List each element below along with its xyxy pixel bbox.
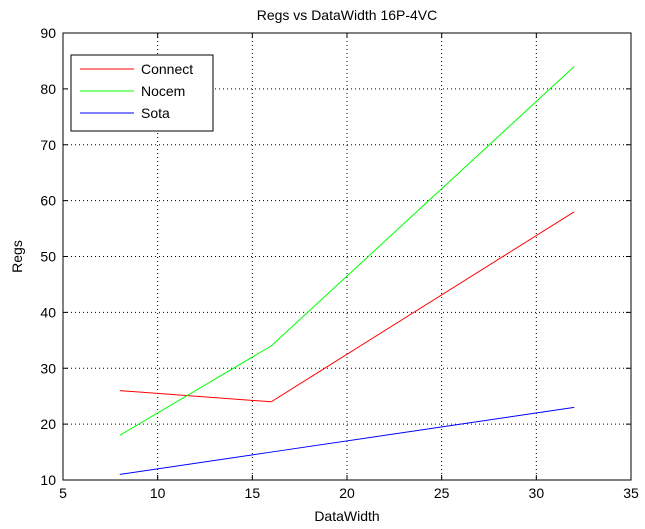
- legend-label-connect: Connect: [141, 61, 193, 77]
- legend-label-nocem: Nocem: [141, 83, 185, 99]
- x-tick-label: 20: [339, 485, 355, 501]
- series-line-connect: [119, 211, 575, 403]
- y-tick-label: 80: [40, 81, 56, 97]
- series-line-sota: [119, 406, 575, 475]
- x-axis-title: DataWidth: [314, 508, 379, 524]
- chart-title: Regs vs DataWidth 16P-4VC: [257, 7, 438, 23]
- legend-label-sota: Sota: [141, 105, 170, 121]
- x-tick-label: 30: [529, 485, 545, 501]
- x-tick-label: 25: [434, 485, 450, 501]
- y-tick-label: 40: [40, 304, 56, 320]
- y-tick-label: 50: [40, 249, 56, 265]
- y-axis-title: Regs: [9, 240, 25, 273]
- y-tick-label: 30: [40, 360, 56, 376]
- x-tick-label: 15: [245, 485, 261, 501]
- y-tick-label: 90: [40, 25, 56, 41]
- x-tick-label: 35: [623, 485, 639, 501]
- y-axis: 10 20 30 40 50 60 70 80 90: [40, 25, 631, 488]
- grid-lines: [63, 33, 631, 480]
- series-line-nocem: [119, 66, 575, 436]
- x-axis: 5 10 15 20 25 30 35: [59, 33, 639, 501]
- y-tick-label: 60: [40, 193, 56, 209]
- y-tick-label: 70: [40, 137, 56, 153]
- series-lines: [119, 66, 575, 475]
- y-tick-label: 20: [40, 416, 56, 432]
- x-tick-label: 5: [59, 485, 67, 501]
- legend: Connect Nocem Sota: [70, 54, 214, 132]
- legend-box: [70, 54, 214, 132]
- y-tick-label: 10: [40, 472, 56, 488]
- x-tick-label: 10: [150, 485, 166, 501]
